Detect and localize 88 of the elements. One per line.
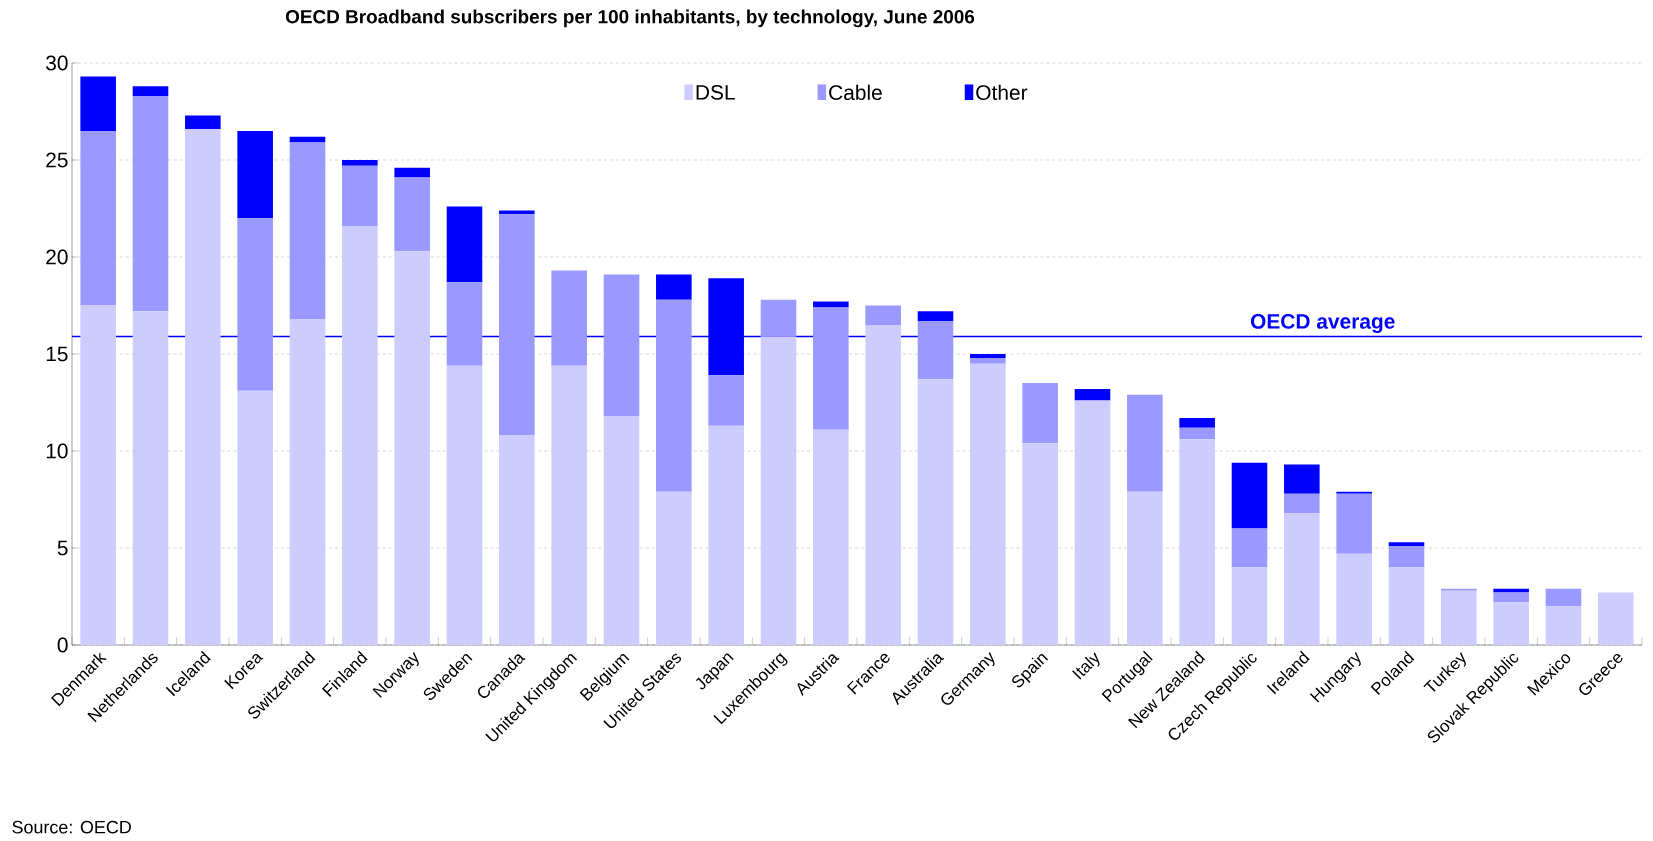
bar	[760, 299, 797, 337]
bar	[499, 210, 535, 215]
bar	[1022, 383, 1058, 444]
bar	[394, 177, 430, 252]
y-tick-label: 15	[46, 346, 68, 362]
bar	[970, 363, 1006, 645]
bar	[185, 128, 221, 645]
bar	[289, 319, 326, 645]
bar	[917, 311, 954, 322]
bar	[917, 379, 954, 645]
bar	[394, 167, 430, 178]
bar	[1441, 590, 1477, 645]
bar	[1336, 553, 1372, 645]
bar	[1284, 493, 1320, 514]
bar	[1127, 491, 1163, 645]
bar	[656, 491, 692, 645]
y-tick-label: 30	[46, 55, 68, 71]
bar	[1231, 567, 1268, 645]
bar	[865, 324, 901, 645]
bar	[185, 115, 221, 129]
bar	[603, 274, 640, 417]
y-tick-label: 20	[46, 249, 68, 265]
bar	[656, 299, 692, 492]
bar	[1179, 427, 1215, 440]
bar	[1493, 588, 1529, 593]
bar	[813, 307, 849, 430]
bar	[237, 390, 273, 645]
bar	[1388, 546, 1425, 568]
bar	[656, 274, 692, 300]
bar	[289, 136, 326, 143]
chart-title: OECD Broadband subscribers per 100 inhabitants, by technology, June 2006	[285, 9, 975, 28]
source-note: Source: OECD	[12, 820, 131, 834]
bar	[446, 282, 483, 366]
bar	[1127, 394, 1163, 492]
bar	[970, 354, 1006, 358]
legend-label: DSL	[696, 84, 735, 100]
bar	[446, 206, 483, 283]
bar	[708, 375, 744, 426]
bar	[970, 357, 1006, 364]
bar	[1493, 592, 1529, 603]
bar	[394, 251, 430, 645]
bar	[289, 142, 326, 320]
bar	[1284, 513, 1320, 645]
bar	[1336, 493, 1372, 554]
bar	[865, 305, 901, 325]
bar	[708, 425, 744, 645]
bar	[1545, 588, 1582, 607]
bar	[342, 165, 378, 226]
bar	[132, 86, 169, 96]
bar	[551, 365, 587, 645]
bar	[1022, 443, 1058, 645]
ref-line-label: OECD average	[1250, 313, 1395, 334]
bar	[813, 429, 849, 645]
bar	[237, 218, 273, 391]
bar	[499, 435, 535, 645]
bar	[132, 95, 169, 312]
bar	[80, 76, 116, 131]
bar	[1179, 439, 1215, 645]
bar	[1179, 418, 1215, 428]
bar	[1388, 567, 1425, 645]
bar	[1074, 388, 1111, 401]
y-tick-label: 10	[46, 443, 68, 459]
bar	[1231, 528, 1268, 568]
bar	[603, 416, 640, 645]
bar	[760, 336, 797, 645]
bar	[446, 365, 483, 645]
bar	[917, 321, 954, 380]
legend-label: Cable	[829, 84, 882, 100]
bar	[1598, 592, 1634, 645]
y-tick-label: 0	[57, 637, 68, 653]
bar	[80, 130, 116, 306]
bar	[1231, 462, 1268, 529]
bar	[342, 225, 378, 645]
bar	[1284, 464, 1320, 494]
bar	[237, 130, 273, 219]
legend-label: Other	[976, 84, 1028, 100]
bar	[342, 160, 378, 166]
bar	[80, 305, 116, 645]
bar	[1493, 602, 1529, 645]
x-tick-label: Italy	[1072, 652, 1100, 680]
y-tick-label: 5	[57, 540, 68, 556]
bar	[1074, 400, 1111, 645]
bar	[499, 214, 535, 436]
bar	[1388, 542, 1425, 547]
bar	[132, 311, 169, 645]
bar	[1545, 606, 1582, 645]
bar	[551, 270, 587, 366]
y-tick-label: 25	[46, 152, 68, 168]
